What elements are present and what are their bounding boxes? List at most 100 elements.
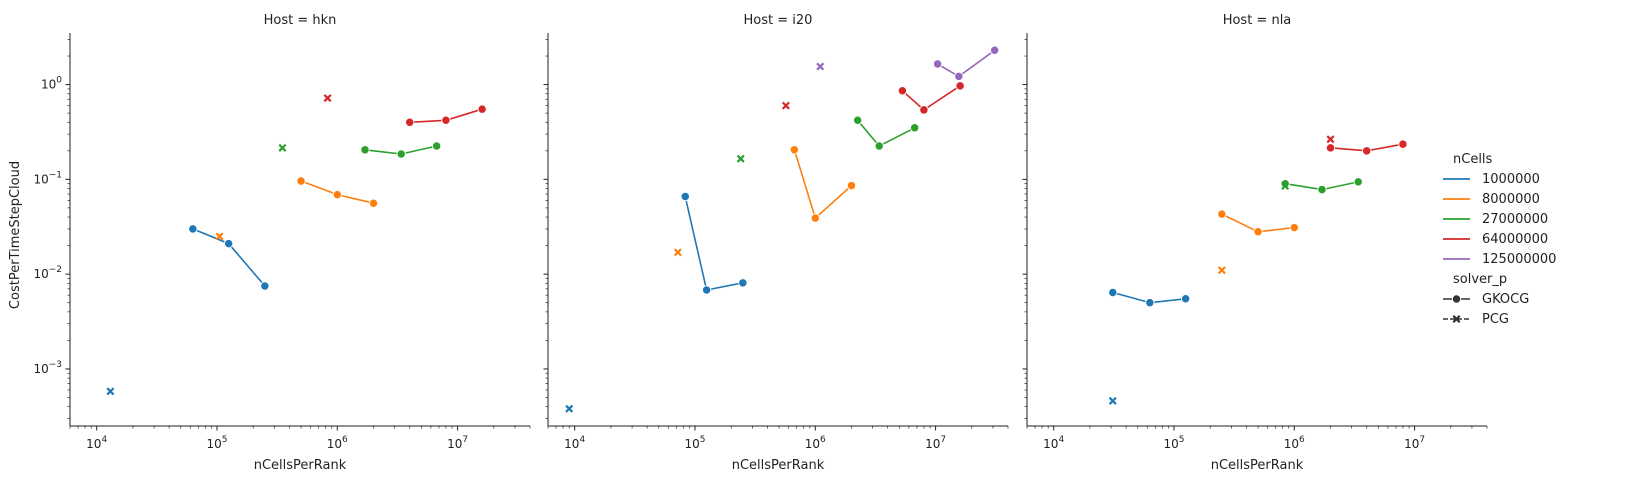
data-point [1145, 298, 1155, 308]
x-tick-label: 106 [327, 435, 348, 451]
legend-label: 27000000 [1482, 212, 1548, 227]
data-point [188, 224, 198, 234]
x-tick-label: 105 [206, 435, 227, 451]
data-point [1108, 396, 1117, 405]
data-point [789, 145, 800, 155]
data-point [932, 59, 943, 69]
data-point [1180, 294, 1191, 304]
series-8000000-PCG [215, 232, 224, 241]
data-point [296, 176, 306, 186]
legend: nCells 1000000 8000000 27000000 64000000 1250… [1443, 152, 1556, 327]
legend-marker [1452, 315, 1461, 323]
panel-1: Host = i20 104 105 106 107 nCellsPerRank [543, 13, 1009, 473]
panels-layer: Host = hkn 104 105 106 107 10−3 10−2 10−1 100 nCe… [33, 13, 1488, 473]
series-64000000-GKOCG [897, 81, 965, 115]
panel-0: Host = hkn 104 105 106 107 10−3 10−2 10−1 100 nCe… [33, 13, 531, 473]
data-point [990, 45, 1000, 55]
series-27000000-PCG [1281, 182, 1290, 191]
data-point [260, 281, 270, 291]
data-point [738, 278, 748, 288]
data-point [215, 232, 224, 241]
data-point [1362, 146, 1372, 156]
series-1000000-PCG [1108, 396, 1117, 405]
legend-item-64000000: 64000000 [1443, 232, 1548, 247]
x-axis-label: nCellsPerRank [254, 458, 347, 473]
series-line [937, 49, 996, 78]
x-axis-label: nCellsPerRank [732, 458, 825, 473]
data-point [846, 180, 857, 191]
legend-style-title: solver_p [1453, 272, 1507, 287]
data-point [1217, 209, 1227, 219]
data-point [432, 141, 442, 151]
series-27000000-GKOCG [360, 141, 442, 159]
data-point [1353, 177, 1363, 187]
data-point [477, 104, 487, 114]
x-tick-label: 106 [805, 435, 826, 451]
data-point [565, 404, 574, 413]
legend-item-GKOCG: GKOCG [1443, 292, 1529, 307]
legend-hue-title: nCells [1453, 152, 1493, 167]
data-point [323, 94, 332, 103]
data-point [396, 149, 406, 159]
x-axis-label: nCellsPerRank [1211, 458, 1304, 473]
data-point [816, 62, 825, 71]
panel-2: Host = nla 104 105 106 107 nCellsPerRank [1022, 13, 1488, 473]
x-tick-label: 107 [925, 435, 946, 451]
panel-title: Host = hkn [264, 13, 337, 28]
data-point [332, 189, 342, 200]
data-point [223, 238, 234, 249]
data-point [781, 101, 790, 110]
data-point [405, 117, 415, 127]
data-point [954, 71, 964, 82]
data-point [1398, 139, 1408, 149]
data-point [701, 285, 712, 295]
legend-label: PCG [1482, 312, 1509, 327]
data-point [736, 154, 745, 163]
series-64000000-PCG [781, 101, 790, 110]
y-tick-label: 100 [41, 76, 62, 92]
legend-label: 64000000 [1482, 232, 1548, 247]
series-64000000-GKOCG [405, 104, 487, 127]
data-point [680, 191, 690, 202]
legend-item-125000000: 125000000 [1443, 252, 1556, 267]
data-point [1217, 266, 1226, 275]
series-1000000-GKOCG [188, 224, 270, 291]
data-point [278, 143, 287, 152]
series-8000000-GKOCG [789, 145, 857, 223]
series-27000000-GKOCG [852, 115, 920, 151]
data-point [1317, 184, 1327, 195]
y-tick-label: 10−1 [33, 170, 62, 186]
data-point [810, 213, 820, 223]
legend-label: 8000000 [1482, 192, 1540, 207]
y-tick-label: 10−2 [33, 265, 62, 281]
x-tick-label: 105 [684, 435, 705, 451]
data-point [1289, 222, 1299, 233]
series-line [684, 196, 744, 291]
series-8000000-GKOCG [296, 176, 379, 208]
y-axis-label: CostPerTimeStepCloud [8, 161, 23, 309]
series-line [856, 119, 916, 148]
legend-marker [1451, 294, 1462, 304]
series-27000000-PCG [278, 143, 287, 152]
x-tick-label: 104 [86, 435, 107, 451]
series-1000000-PCG [106, 387, 115, 396]
series-125000000-GKOCG [932, 45, 1000, 82]
data-point [106, 387, 115, 396]
data-point [441, 115, 451, 125]
series-8000000-PCG [673, 248, 682, 257]
x-tick-label: 106 [1284, 435, 1305, 451]
data-point [897, 86, 908, 96]
data-point [368, 198, 379, 208]
series-64000000-PCG [1326, 135, 1335, 144]
x-tick-label: 105 [1163, 435, 1184, 451]
data-point [1326, 135, 1335, 144]
data-point [1108, 287, 1118, 298]
legend-label: 125000000 [1482, 252, 1556, 267]
series-8000000-PCG [1217, 266, 1226, 275]
legend-item-PCG: PCG [1443, 312, 1509, 327]
legend-label: 1000000 [1482, 172, 1540, 187]
data-point [852, 115, 863, 125]
data-point [673, 248, 682, 257]
series-27000000-PCG [736, 154, 745, 163]
